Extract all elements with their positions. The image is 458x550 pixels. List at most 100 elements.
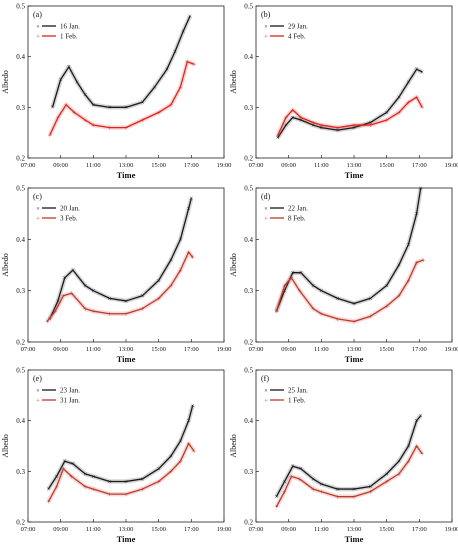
x-tick-label: 11:00 [314, 162, 329, 169]
y-tick-label: 0.3 [16, 104, 25, 112]
data-point: + [352, 493, 356, 501]
data-point: × [419, 184, 423, 192]
data-point: + [397, 292, 401, 300]
x-tick-label: 17:00 [184, 346, 199, 353]
data-point: + [55, 483, 59, 491]
legend-label: 1 Feb. [60, 33, 78, 41]
data-point: + [336, 124, 340, 132]
data-point: + [276, 132, 280, 140]
data-point: + [169, 282, 173, 290]
series-line [275, 259, 424, 323]
y-tick-label: 0.3 [16, 287, 25, 295]
legend-marker: + [36, 33, 40, 40]
data-point: × [352, 485, 356, 493]
data-point: + [64, 101, 68, 109]
data-point: × [71, 267, 75, 275]
data-point: + [178, 83, 182, 91]
plot-frame [27, 369, 225, 523]
y-tick-label: 0.4 [16, 53, 25, 61]
y-tick-label: 0.5 [244, 367, 253, 375]
data-point: + [298, 287, 302, 295]
chart-panel: 0.2 0.3 0.4 0.5 07:00 09:00 11:00 13:00 15:00 17:… [229, 367, 458, 545]
data-point: × [299, 116, 303, 124]
data-point: × [91, 101, 95, 109]
data-point: × [67, 63, 71, 71]
data-point: × [415, 66, 419, 74]
series-line [47, 405, 194, 490]
data-point: × [108, 478, 112, 486]
data-point: + [336, 315, 340, 323]
data-point: + [124, 124, 128, 132]
data-point: + [319, 488, 323, 496]
y-tick-label: 0.5 [16, 3, 25, 11]
data-point: × [71, 460, 75, 468]
data-point: × [140, 475, 144, 483]
x-tick-label: 07:00 [249, 526, 264, 533]
data-point: + [108, 310, 112, 318]
legend-label: 22 Jan. [288, 205, 308, 213]
y-tick-label: 0.2 [16, 155, 25, 163]
data-point: × [91, 473, 95, 481]
legend-label: 20 Jan. [60, 205, 80, 213]
data-point: + [48, 132, 52, 140]
data-point: + [56, 114, 60, 122]
data-point: + [157, 109, 161, 117]
data-point: + [368, 121, 372, 129]
data-point: × [63, 274, 67, 282]
data-point: + [299, 114, 303, 122]
x-tick-label: 19:00 [445, 162, 458, 169]
data-point: × [56, 297, 60, 305]
data-point: × [46, 485, 50, 493]
y-tick-label: 0.5 [16, 367, 25, 375]
data-point: + [53, 308, 57, 316]
series-line [277, 68, 423, 139]
data-point: + [289, 473, 293, 481]
data-point: × [352, 124, 356, 132]
plot-frame [27, 187, 225, 343]
chart-panel: 0.2 0.3 0.4 0.5 07:00 09:00 11:00 13:00 15:00 17:… [1, 185, 231, 365]
data-point: × [274, 308, 278, 316]
data-point: × [299, 465, 303, 473]
data-point: + [368, 313, 372, 321]
data-point: × [157, 465, 161, 473]
data-point: × [385, 470, 389, 478]
y-axis-label: Albedo [1, 253, 10, 277]
data-point: + [289, 274, 293, 282]
x-tick-label: 11:00 [314, 346, 329, 353]
series-line [49, 198, 192, 320]
data-point: × [124, 297, 128, 305]
data-point: × [181, 28, 185, 36]
data-point: + [91, 485, 95, 493]
data-point: + [70, 473, 74, 481]
data-point: × [415, 417, 419, 425]
x-tick-label: 15:00 [151, 346, 166, 353]
y-tick-label: 0.5 [16, 185, 25, 193]
data-point: + [385, 302, 389, 310]
data-point: + [124, 310, 128, 318]
legend-marker: + [264, 33, 268, 40]
data-point: × [291, 114, 295, 122]
data-point: × [91, 287, 95, 295]
legend-marker: + [264, 215, 268, 222]
x-tick-label: 11:00 [86, 162, 101, 169]
data-point: + [178, 458, 182, 466]
legend-label: 3 Feb. [60, 215, 78, 223]
data-point: + [187, 249, 191, 257]
data-point: × [397, 94, 401, 102]
data-point: × [291, 463, 295, 471]
data-point: + [83, 305, 87, 313]
data-point: + [169, 468, 173, 476]
legend-label: 16 Jan. [60, 23, 80, 31]
data-point: + [283, 282, 287, 290]
data-point: + [352, 318, 356, 326]
data-point: + [108, 124, 112, 132]
x-tick-label: 09:00 [53, 346, 68, 353]
data-point: + [83, 483, 87, 491]
x-axis-label: Time [117, 354, 136, 364]
y-axis-label: Albedo [1, 434, 10, 458]
legend-label: 25 Jan. [288, 387, 308, 395]
x-tick-label: 11:00 [86, 346, 101, 353]
data-point: + [298, 475, 302, 483]
data-point: + [108, 491, 112, 499]
data-point: × [397, 261, 401, 269]
